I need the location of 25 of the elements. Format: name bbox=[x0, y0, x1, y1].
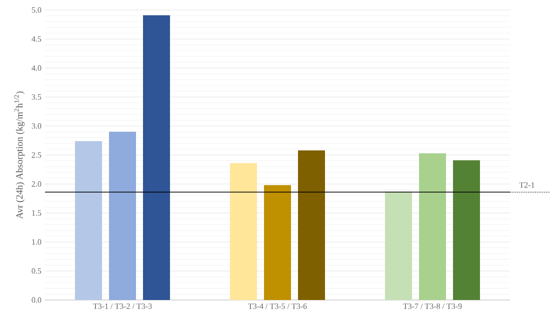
y-tick-label: 3.0 bbox=[32, 123, 42, 129]
y-tick-label: 5.0 bbox=[32, 7, 42, 13]
bar bbox=[452, 160, 480, 300]
y-tick-label: 4.0 bbox=[32, 65, 42, 71]
y-tick-label: 2.0 bbox=[32, 181, 42, 187]
bar bbox=[75, 141, 102, 300]
y-axis-title: Avr (24h) Absorption (kg/m$^{2}$h$^{1/2}$) bbox=[14, 91, 25, 219]
x-tick-label: T3-7 / T3-8 / T3-9 bbox=[403, 304, 462, 309]
bar bbox=[143, 15, 170, 300]
y-tick-label: 4.5 bbox=[32, 36, 42, 42]
y-tick-label: 3.5 bbox=[32, 94, 42, 100]
bar bbox=[418, 153, 446, 300]
bar bbox=[298, 150, 325, 300]
bar bbox=[384, 192, 412, 300]
y-tick-label: 1.0 bbox=[32, 239, 42, 245]
y-tick-label: 2.5 bbox=[32, 152, 42, 158]
bar bbox=[230, 163, 257, 300]
y-tick-label: 1.5 bbox=[32, 210, 42, 216]
bar bbox=[264, 185, 291, 300]
ref-line-label: T2-1 bbox=[519, 182, 534, 188]
x-tick-label: T3-4 / T3-5 / T3-6 bbox=[248, 304, 307, 309]
y-tick-label: 0.0 bbox=[32, 297, 42, 303]
y-tick-label: 0.5 bbox=[32, 268, 42, 274]
bar bbox=[109, 132, 136, 300]
x-tick-label: T3-1 / T3-2 / T3-3 bbox=[93, 304, 152, 309]
